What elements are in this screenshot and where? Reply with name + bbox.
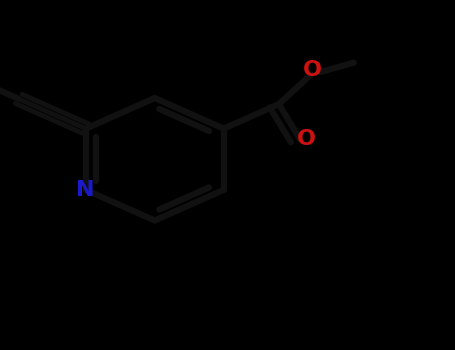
Text: O: O [303, 61, 321, 80]
Text: O: O [297, 129, 316, 149]
Text: N: N [76, 180, 95, 200]
